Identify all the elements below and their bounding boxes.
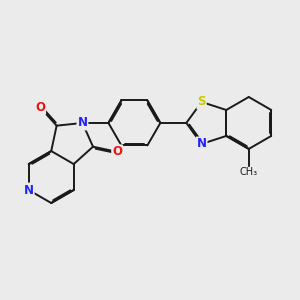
Text: N: N — [77, 116, 88, 130]
Text: N: N — [196, 137, 207, 151]
Text: O: O — [112, 145, 122, 158]
Text: N: N — [24, 184, 34, 196]
Text: CH₃: CH₃ — [240, 167, 258, 177]
Text: O: O — [35, 101, 45, 114]
Text: S: S — [197, 95, 206, 109]
